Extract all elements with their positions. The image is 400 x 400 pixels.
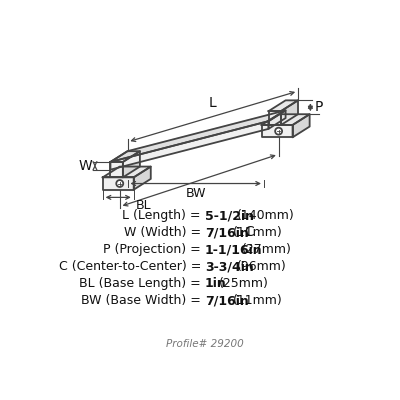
Text: (25mm): (25mm) [219, 277, 269, 290]
Text: 3-3/4in: 3-3/4in [205, 260, 254, 273]
Polygon shape [268, 111, 281, 125]
Text: BW: BW [186, 187, 206, 200]
Text: BL: BL [136, 199, 152, 212]
Circle shape [275, 128, 282, 135]
Polygon shape [281, 100, 298, 125]
Polygon shape [123, 151, 140, 177]
Text: 1-1/16in: 1-1/16in [205, 243, 263, 256]
Text: P (Projection) =: P (Projection) = [103, 243, 205, 256]
Text: 7/16in: 7/16in [205, 226, 249, 239]
Polygon shape [110, 110, 286, 162]
Polygon shape [268, 110, 286, 129]
Polygon shape [110, 151, 140, 162]
Text: L: L [209, 96, 217, 110]
Text: L (Length) =: L (Length) = [122, 209, 205, 222]
Text: (11mm): (11mm) [233, 294, 282, 307]
Polygon shape [268, 100, 298, 111]
Polygon shape [262, 125, 292, 137]
Text: C (Center-to-Center) =: C (Center-to-Center) = [59, 260, 205, 273]
Text: 7/16in: 7/16in [205, 294, 249, 307]
Text: Profile# 29200: Profile# 29200 [166, 340, 244, 350]
Text: P: P [314, 100, 323, 114]
Polygon shape [110, 162, 123, 177]
Polygon shape [110, 121, 268, 170]
Text: (11mm): (11mm) [233, 226, 282, 239]
Polygon shape [292, 114, 310, 137]
Text: W: W [78, 159, 92, 173]
Polygon shape [134, 166, 151, 190]
Text: (96mm): (96mm) [237, 260, 287, 273]
Text: BL (Base Length) =: BL (Base Length) = [79, 277, 205, 290]
Text: BW (Base Width) =: BW (Base Width) = [81, 294, 205, 307]
Circle shape [116, 180, 123, 187]
Text: 5-1/2in: 5-1/2in [205, 209, 254, 222]
Text: (27mm): (27mm) [242, 243, 292, 256]
Polygon shape [103, 177, 134, 190]
Text: C: C [244, 225, 254, 239]
Text: W (Width) =: W (Width) = [124, 226, 205, 239]
Text: 1in: 1in [205, 277, 227, 290]
Text: (140mm): (140mm) [237, 209, 295, 222]
Polygon shape [262, 114, 310, 125]
Polygon shape [103, 166, 151, 177]
